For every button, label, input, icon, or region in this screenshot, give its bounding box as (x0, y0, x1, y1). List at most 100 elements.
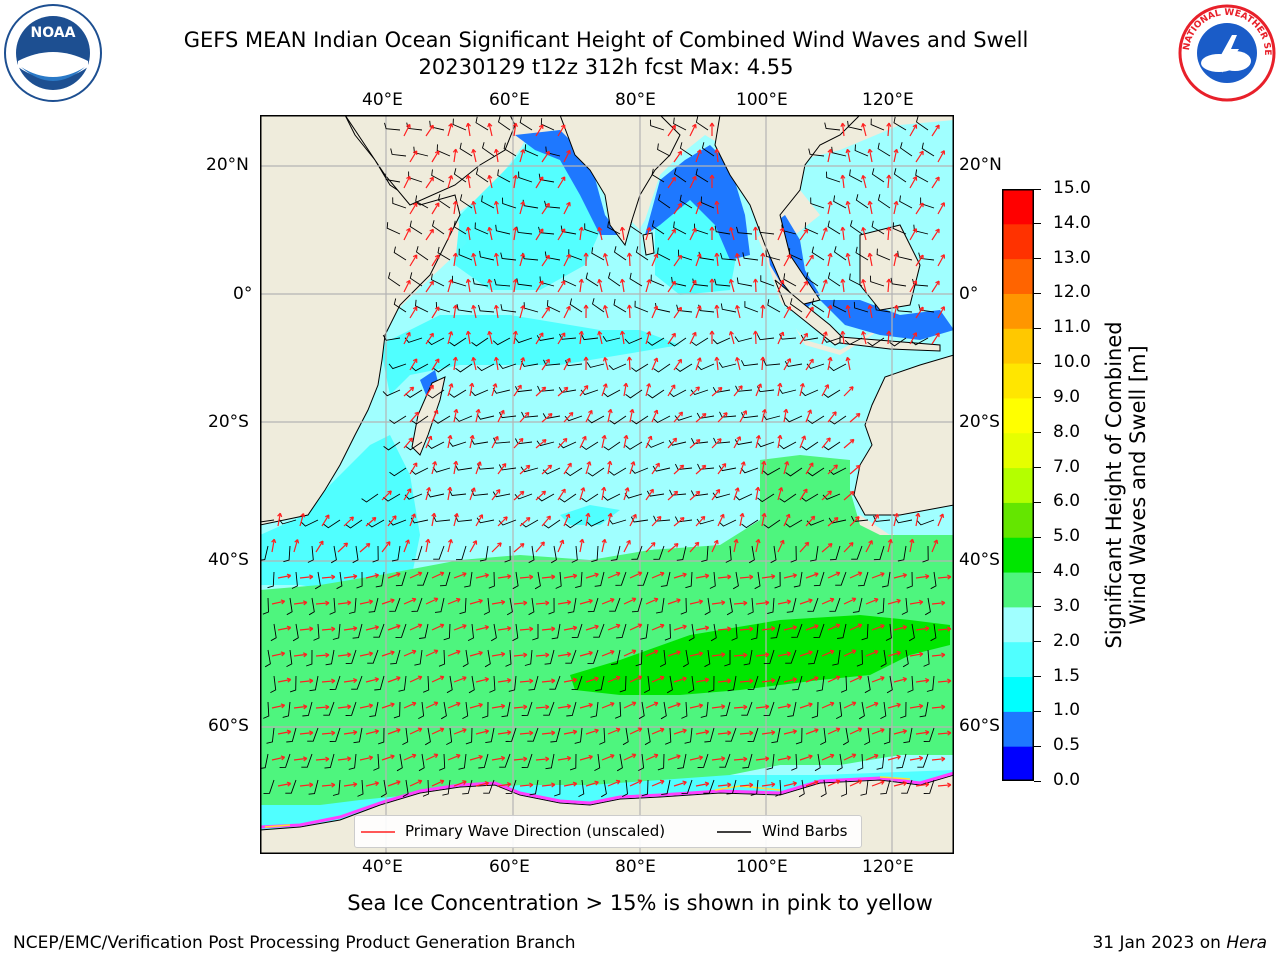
wave-direction-arrow (827, 148, 833, 163)
wind-barb (673, 117, 687, 131)
wind-barb (767, 299, 781, 313)
wave-direction-arrow (931, 332, 940, 345)
wave-direction-arrow (469, 702, 483, 709)
wave-direction-arrow (695, 729, 710, 735)
colorbar-tick-mark (1034, 188, 1041, 190)
lon-tick-top-4: 100°E (736, 90, 788, 110)
wind-barb (495, 224, 511, 235)
wave-direction-arrow (886, 122, 892, 137)
wave-direction-arrow (651, 515, 662, 527)
wind-barb (567, 597, 577, 614)
wind-barb (625, 441, 643, 450)
wave-direction-arrow (602, 304, 609, 319)
wave-direction-arrow (689, 279, 697, 293)
wind-barb (550, 545, 557, 564)
wind-barb (774, 571, 781, 589)
wave-direction-arrow (491, 489, 501, 501)
wind-barb (734, 493, 753, 501)
wave-direction-arrow (513, 543, 525, 553)
wave-direction-arrow (493, 200, 499, 215)
wind-barb (439, 571, 451, 587)
wind-barb (631, 415, 649, 425)
wind-barb (736, 226, 753, 235)
wind-barb (391, 545, 401, 562)
wave-direction-arrow (931, 228, 940, 241)
wave-direction-arrow (601, 383, 608, 397)
wave-direction-arrow (799, 702, 813, 709)
wave-direction-arrow (381, 650, 395, 657)
wind-barb (840, 779, 848, 797)
wave-direction-arrow (359, 542, 371, 553)
wind-barb (816, 675, 825, 692)
wave-direction-arrow (887, 702, 901, 709)
colorbar-segment (1002, 432, 1034, 469)
wind-barb (426, 441, 445, 449)
wind-barb (595, 675, 605, 692)
wave-direction-arrow (667, 598, 681, 605)
footer-branch: NCEP/EMC/Verification Post Processing Pr… (13, 933, 576, 953)
wind-barb (756, 441, 775, 448)
wind-barb (472, 277, 489, 287)
wave-direction-arrow (871, 513, 879, 527)
wind-barb (840, 675, 848, 693)
wind-barb (646, 441, 665, 448)
wave-direction-arrow (487, 330, 493, 345)
wind-barb (893, 116, 907, 131)
wave-direction-arrow (777, 279, 785, 293)
wave-direction-arrow (689, 651, 704, 657)
colorbar-tick-label: 13.0 (1053, 247, 1091, 268)
wind-barb (712, 492, 731, 499)
wind-barb (518, 171, 533, 183)
colorbar-tick-label: 7.0 (1053, 456, 1081, 477)
wave-direction-arrow (403, 437, 413, 449)
wind-barb (720, 252, 737, 261)
wave-direction-arrow (755, 756, 770, 762)
wave-direction-arrow (465, 174, 471, 189)
wave-direction-arrow (563, 729, 578, 735)
wind-barb (763, 519, 781, 529)
wave-direction-arrow (673, 728, 687, 735)
wind-barb (893, 168, 907, 183)
wind-barb (393, 701, 401, 719)
wind-barb (262, 597, 269, 615)
wave-direction-arrow (597, 226, 603, 241)
wave-direction-arrow (409, 254, 418, 267)
wave-direction-arrow (761, 730, 776, 736)
wave-direction-arrow (623, 753, 637, 761)
wind-barb (811, 701, 819, 719)
wind-barb (703, 779, 715, 794)
wave-direction-arrow (827, 517, 839, 527)
wind-barb (820, 727, 827, 746)
wind-barb (669, 337, 687, 347)
wind-barb (676, 304, 693, 313)
wave-direction-arrow (541, 464, 553, 475)
wave-direction-arrow (491, 651, 506, 657)
wind-barb (918, 252, 935, 261)
wind-barb (498, 411, 517, 419)
wave-direction-arrow (409, 779, 423, 787)
chart-subtitle: 20230129 t12z 312h fcst Max: 4.55 (418, 55, 794, 79)
wave-direction-arrow (783, 408, 789, 423)
wave-direction-arrow (909, 228, 918, 241)
wind-barb (779, 333, 797, 340)
wave-direction-arrow (827, 411, 837, 423)
wind-barb (475, 168, 489, 183)
wave-direction-arrow (667, 124, 676, 137)
wind-barb (823, 441, 841, 451)
wind-barb (609, 415, 627, 425)
wave-direction-arrow (799, 280, 808, 293)
wind-barb (924, 597, 931, 616)
wind-barb (462, 649, 469, 668)
wave-direction-arrow (541, 574, 556, 580)
wave-direction-legend-swatch (361, 831, 395, 833)
wave-direction-arrow (403, 227, 411, 241)
wave-direction-arrow (557, 755, 572, 761)
wind-barb (682, 649, 689, 668)
wave-direction-arrow (673, 572, 687, 579)
wave-direction-arrow (711, 488, 721, 501)
wave-direction-arrow (827, 571, 841, 579)
wave-direction-arrow (761, 460, 767, 475)
wind-barb (545, 753, 555, 770)
wind-barb (930, 571, 937, 590)
wave-direction-arrow (689, 755, 704, 761)
